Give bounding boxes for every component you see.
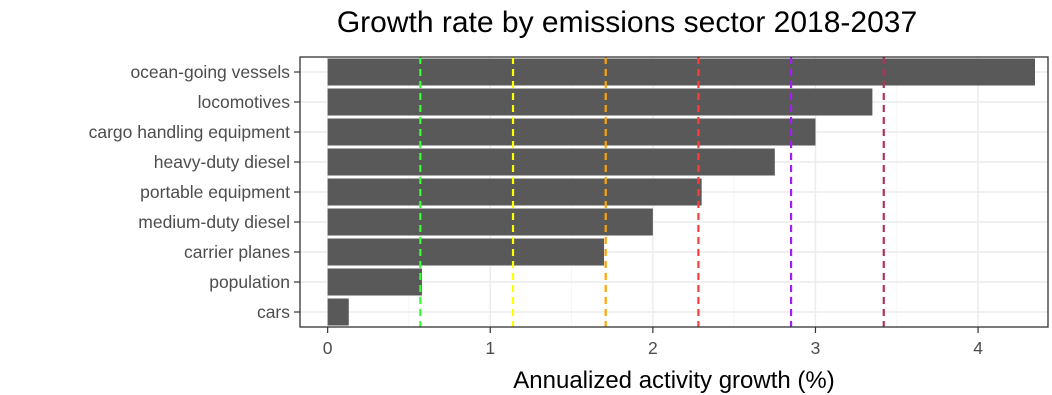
y-tick-label: medium-duty diesel [138, 212, 290, 232]
bar-6 [327, 148, 775, 176]
y-tick-label: ocean-going vessels [130, 62, 290, 82]
bar-8 [327, 88, 873, 116]
bar-2 [327, 268, 422, 296]
x-tick-label: 3 [811, 338, 821, 358]
x-tick-label: 1 [485, 338, 495, 358]
y-tick-label: carrier planes [184, 242, 290, 262]
x-axis-ticks: 0 1 2 3 4 [323, 327, 983, 358]
bar-3 [327, 238, 605, 266]
y-tick-label: heavy-duty diesel [154, 152, 290, 172]
y-tick-label: cars [257, 302, 290, 322]
bar-4 [327, 208, 653, 236]
bars [327, 58, 1035, 326]
x-tick-label: 2 [648, 338, 658, 358]
chart-title: Growth rate by emissions sector 2018-203… [337, 6, 917, 39]
y-tick-label: cargo handling equipment [89, 122, 291, 142]
x-axis-title: Annualized activity growth (%) [513, 367, 834, 394]
bar-7 [327, 118, 816, 146]
bar-9 [327, 58, 1035, 86]
y-tick-label: locomotives [198, 92, 291, 112]
bar-5 [327, 178, 702, 206]
bar-1 [327, 298, 349, 326]
y-tick-label: population [209, 272, 290, 292]
y-axis-labels: cars population carrier planes medium-duty … [89, 62, 300, 322]
x-tick-label: 4 [973, 338, 983, 358]
reference-lines [419, 57, 885, 327]
y-tick-label: portable equipment [140, 182, 290, 202]
x-tick-label: 0 [323, 338, 333, 358]
